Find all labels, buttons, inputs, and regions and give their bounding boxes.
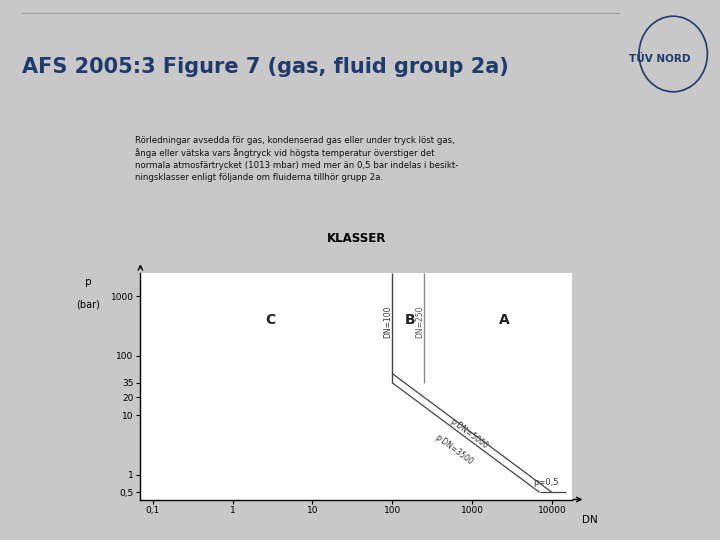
Text: KLASSER: KLASSER — [327, 233, 386, 246]
Text: p: p — [85, 277, 92, 287]
Text: p·DN=5000: p·DN=5000 — [448, 417, 490, 451]
Text: DN=250: DN=250 — [415, 306, 424, 338]
Text: (bar): (bar) — [76, 300, 101, 310]
Text: C: C — [266, 313, 276, 327]
Text: DN: DN — [582, 515, 598, 525]
Text: A: A — [498, 313, 509, 327]
Text: p=0,5: p=0,5 — [534, 478, 559, 487]
Text: p·DN=3500: p·DN=3500 — [433, 433, 474, 467]
Text: Rörledningar avsedda för gas, kondenserad gas eller under tryck löst gas,
ånga e: Rörledningar avsedda för gas, kondensera… — [135, 136, 458, 181]
Text: B: B — [405, 313, 415, 327]
Text: DN=100: DN=100 — [383, 306, 392, 338]
Text: TÜV NORD: TÜV NORD — [629, 55, 690, 64]
Text: AFS 2005:3 Figure 7 (gas, fluid group 2a): AFS 2005:3 Figure 7 (gas, fluid group 2a… — [22, 57, 508, 77]
